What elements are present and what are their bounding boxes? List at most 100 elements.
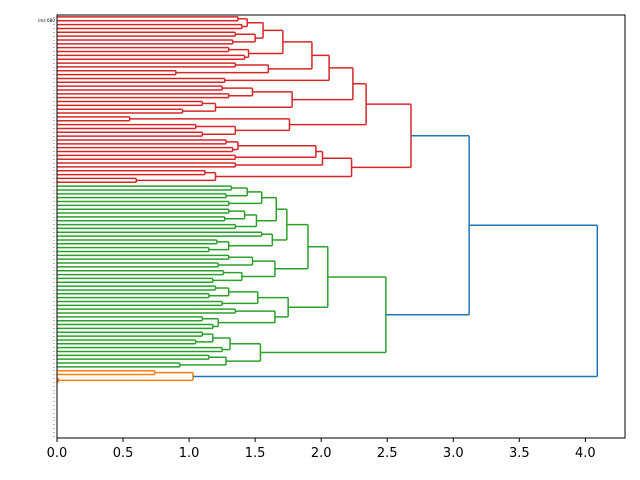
leaf-label-marker: –	[53, 364, 55, 369]
leaf-label-marker: –	[53, 126, 55, 131]
leaf-label-marker: –	[53, 380, 55, 385]
leaf-label-marker: –	[53, 303, 55, 308]
leaf-label-marker: –	[53, 160, 55, 165]
leaf-label-marker: –	[53, 376, 55, 381]
leaf-label-marker: –	[53, 187, 55, 192]
leaf-label-marker: –	[53, 291, 55, 296]
leaf-label: lms 680	[38, 18, 55, 23]
leaf-label-marker: –	[53, 268, 55, 273]
leaf-label-marker: –	[53, 307, 55, 312]
leaf-label-marker: –	[53, 76, 55, 81]
leaf-label-marker: –	[53, 64, 55, 69]
x-tick-label: 0.5	[113, 446, 134, 461]
leaf-label-marker: –	[53, 168, 55, 173]
leaf-label-marker: –	[53, 395, 55, 400]
cluster-links	[57, 16, 412, 383]
leaf-label-marker: –	[53, 214, 55, 219]
leaf-label-marker: –	[53, 60, 55, 65]
leaf-label-marker: –	[53, 68, 55, 73]
x-tick-label: 2.5	[377, 446, 398, 461]
leaf-label-marker: –	[53, 84, 55, 89]
leaf-label-marker: –	[53, 30, 55, 35]
leaf-label-marker: –	[53, 349, 55, 354]
leaf-label-marker: –	[53, 276, 55, 281]
cluster-green	[57, 185, 387, 368]
leaf-label-marker: –	[53, 91, 55, 96]
leaf-label-marker: –	[53, 180, 55, 185]
leaf-label-marker: –	[53, 353, 55, 358]
x-tick-label: 4.0	[575, 446, 596, 461]
leaf-label-marker: –	[53, 333, 55, 338]
leaf-label-marker: –	[53, 134, 55, 139]
leaf-label-marker: –	[53, 203, 55, 208]
leaf-label-marker: –	[53, 418, 55, 423]
x-tick-label: 3.0	[443, 446, 464, 461]
leaf-label-marker: –	[53, 426, 55, 431]
leaf-label-marker: –	[53, 118, 55, 123]
leaf-label-marker: –	[53, 357, 55, 362]
leaf-label-marker: –	[53, 314, 55, 319]
leaf-label-marker: –	[53, 310, 55, 315]
leaf-label-marker: –	[53, 164, 55, 169]
leaf-label-marker: –	[53, 383, 55, 388]
leaf-label-marker: –	[53, 87, 55, 92]
leaf-label-marker: –	[53, 287, 55, 292]
cluster-red	[57, 16, 412, 184]
leaf-label-marker: –	[53, 57, 55, 62]
leaf-label-marker: –	[53, 191, 55, 196]
leaf-label-marker: –	[53, 141, 55, 146]
leaf-label-marker: –	[53, 80, 55, 85]
leaf-label-marker: –	[53, 241, 55, 246]
leaf-label-marker: –	[53, 230, 55, 235]
cluster-orange	[57, 369, 194, 383]
leaf-label-marker: –	[53, 122, 55, 127]
leaf-label-marker: –	[53, 130, 55, 135]
leaf-label-marker: –	[53, 103, 55, 108]
leaf-label-marker: –	[53, 149, 55, 154]
x-tick-label: 1.0	[179, 446, 200, 461]
x-tick-label: 3.5	[509, 446, 530, 461]
leaf-label-marker: –	[53, 210, 55, 215]
leaf-label-marker: –	[53, 318, 55, 323]
leaf-label-marker: –	[53, 257, 55, 262]
leaf-label-marker: –	[53, 407, 55, 412]
leaf-label-marker: –	[53, 226, 55, 231]
leaf-label-marker: –	[53, 410, 55, 415]
leaf-label-marker: –	[53, 345, 55, 350]
leaf-label-marker: –	[53, 95, 55, 100]
plot-frame	[56, 14, 626, 439]
leaf-label-marker: –	[53, 387, 55, 392]
top-links	[193, 135, 599, 378]
leaf-label-marker: –	[53, 403, 55, 408]
leaf-label-marker: –	[53, 249, 55, 254]
leaf-label-marker: –	[53, 260, 55, 265]
leaf-label-marker: –	[53, 433, 55, 438]
leaf-labels: –lms 680––––––––––––––––––––––––––––––––…	[38, 14, 55, 438]
leaf-label-marker: –	[53, 14, 55, 19]
leaf-label-marker: –	[53, 280, 55, 285]
leaf-label-marker: –	[53, 53, 55, 58]
leaf-label-marker: –	[53, 430, 55, 435]
leaf-label-marker: –	[53, 72, 55, 77]
leaf-label-marker: –	[53, 37, 55, 42]
leaf-label-marker: –	[53, 153, 55, 158]
x-tick-label: 1.5	[245, 446, 266, 461]
leaf-label-marker: –	[53, 299, 55, 304]
leaf-label-marker: –	[53, 184, 55, 189]
leaf-label-marker: –	[53, 295, 55, 300]
leaf-label-marker: –	[53, 107, 55, 112]
leaf-label-marker: –	[53, 137, 55, 142]
leaf-label-marker: –	[53, 360, 55, 365]
leaf-label-marker: –	[53, 34, 55, 39]
leaf-label-marker: –	[53, 222, 55, 227]
leaf-label-marker: –	[53, 253, 55, 258]
leaf-label-marker: –	[53, 372, 55, 377]
leaf-label-marker: –	[53, 272, 55, 277]
leaf-label-marker: –	[53, 234, 55, 239]
x-tick-label: 2.0	[311, 446, 332, 461]
leaf-label-marker: –	[53, 414, 55, 419]
leaf-label-marker: –	[53, 330, 55, 335]
leaf-label-marker: –	[53, 26, 55, 31]
leaf-label-marker: –	[53, 199, 55, 204]
x-axis: 0.0 0.5 1.0 1.5 2.0 2.5 3.0 3.5 4.0	[47, 438, 596, 461]
